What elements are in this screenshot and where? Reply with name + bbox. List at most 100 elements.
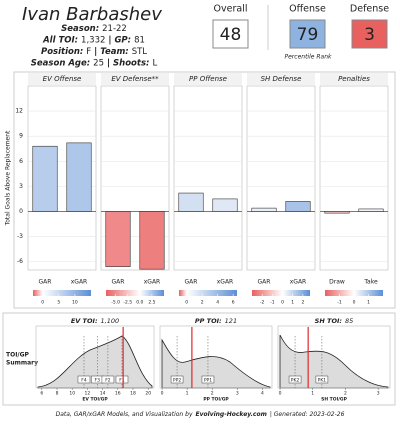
footer-generated: | Generated: 2023-02-26 [270,411,345,418]
percentile-label: Offense [289,4,326,15]
x-tick-label: 3 [377,391,380,397]
panel-frame [246,85,316,271]
bar [66,142,92,212]
x-tick-label: GAR [112,279,125,286]
percentile-value: 48 [220,25,242,45]
scale-tick-label: 0 [185,300,188,306]
scale-tick-label: 0 [41,300,44,306]
pp-density [161,338,271,389]
scale-tick-label: 1 [291,300,294,306]
scale-tick-label: -2.5 [123,300,132,306]
density-title: EV TOI: 1,100 [71,317,119,325]
density-title-key: SH TOI: [315,317,343,325]
x-tick-label: 2 [211,391,214,397]
y-axis-label: Total Goals Above Replacement [5,130,12,226]
bar [32,145,58,212]
color-scale [33,290,91,296]
tier-label-box [201,375,215,384]
tier-label: PK1 [318,377,327,383]
percentile-value: 3 [364,25,375,45]
tier-label-box [315,375,329,384]
x-tick-label: xGAR [217,279,233,286]
percentile-label: Overall [214,4,248,15]
x-tick-label: xGAR [144,279,160,286]
x-tick-label: 20 [145,391,151,397]
tier-label: F3 [95,377,101,383]
tier-label-box [170,375,184,384]
scale-tick-label: 1 [367,300,370,306]
bar [251,207,277,212]
y-tick-label: -6 [17,258,23,265]
percentile-box [351,19,388,49]
percentile-label: Defense [350,4,389,15]
scale-tick-label: -1 [270,300,275,306]
percentile-value: 79 [297,25,319,45]
color-scale [325,290,383,296]
tier-label-box [101,375,115,384]
info-key: Season Age: [31,58,90,68]
x-tick-label: 0 [161,391,164,397]
percentile-note: Percentile Rank [285,54,333,61]
x-tick-label: 4 [261,391,264,397]
info-key: | Shoots: [107,58,149,68]
bar [358,208,384,212]
percentile-box [289,19,326,49]
info-key: | Team: [94,47,129,57]
x-tick-label: 2 [344,391,347,397]
y-tick-label: 0 [19,208,23,215]
x-tick-label: xGAR [290,279,306,286]
y-tick-label: 9 [19,133,23,140]
info-key: | GP: [108,35,131,45]
scale-tick-label: 2.5 [148,300,155,306]
y-tick-label: 3 [19,183,23,190]
density-frame [35,325,155,389]
info-key: All TOI: [42,35,78,45]
density-frame [277,325,391,389]
tier-label-box [115,375,129,384]
tier-label-box [77,375,91,384]
scale-tick-label: -2 [260,300,265,306]
info-value: STL [132,47,148,57]
color-scale [106,290,164,296]
info-key: Season: [61,24,99,34]
scale-tick-label: -1 [337,300,342,306]
color-scale [252,290,310,296]
tier-label: F1 [119,377,125,383]
x-axis-label: SH TOI/GP [321,397,347,403]
scale-tick-label: 0 [353,300,356,306]
info-value: 25 [93,58,104,68]
panel-title: Penalties [338,75,370,83]
color-scale [179,290,237,296]
bar [105,211,131,267]
x-tick-label: 12 [85,391,91,397]
tier-label: F4 [81,377,87,383]
info-value: 1,332 [81,35,105,45]
bar [178,192,204,212]
x-tick-label: 16 [115,391,121,397]
scale-tick-label: 0.0 [136,300,143,306]
y-tick-label: 12 [15,108,23,115]
x-tick-label: 3 [236,391,239,397]
density-title-value: 85 [345,317,353,325]
panel-frame [319,85,389,271]
info-line: Season Age: 25 | Shoots: L [31,58,158,68]
panel-title: EV Offense [43,75,82,83]
x-tick-label: 0 [279,391,282,397]
panel-title: PP Offense [189,75,227,83]
tier-label: PP1 [204,377,212,383]
x-tick-label: xGAR [71,279,87,286]
scale-tick-label: 0 [281,300,284,306]
density-title-key: EV TOI: [71,317,98,325]
scale-tick-label: -5.0 [111,300,120,306]
density-title-key: PP TOI: [195,317,222,325]
density-title-value: 1,100 [101,317,120,325]
main-frame [13,71,396,309]
density-title: SH TOI: 85 [315,317,354,325]
player-name: Ivan Barbashev [22,4,162,25]
x-tick-label: Draw [329,279,345,286]
bar [285,201,311,212]
panel-strip [101,73,169,85]
bar [324,211,350,214]
info-key: Position: [41,47,83,57]
x-axis-label: PP TOI/GP [203,397,229,403]
